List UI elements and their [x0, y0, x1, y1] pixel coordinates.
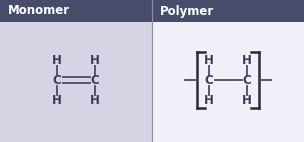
Text: H: H	[242, 93, 252, 106]
Text: H: H	[204, 93, 214, 106]
Text: H: H	[90, 93, 100, 106]
Text: H: H	[90, 54, 100, 66]
Text: H: H	[242, 54, 252, 66]
Text: H: H	[52, 93, 62, 106]
Text: H: H	[52, 54, 62, 66]
Text: H: H	[204, 54, 214, 66]
Text: Monomer: Monomer	[8, 5, 70, 17]
Text: C: C	[243, 74, 251, 86]
Text: C: C	[53, 74, 61, 86]
Bar	[152, 22, 304, 142]
Bar	[0, 0, 304, 22]
Text: Polymer: Polymer	[160, 5, 214, 17]
Text: C: C	[205, 74, 213, 86]
Text: C: C	[91, 74, 99, 86]
